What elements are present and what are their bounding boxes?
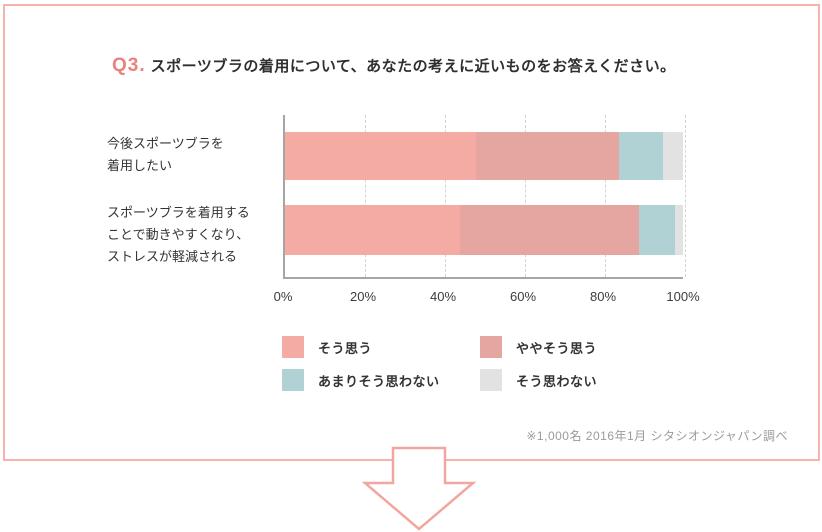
x-axis-tick: 40% — [429, 289, 457, 304]
gridline-80 — [605, 115, 606, 277]
legend-label: そう思う — [318, 340, 373, 356]
legend-item: そう思わない — [480, 369, 678, 391]
bar-segment — [675, 205, 683, 255]
stacked-bar-row-1 — [285, 205, 683, 255]
x-axis-tick: 80% — [589, 289, 617, 304]
bar-segment — [460, 205, 640, 255]
legend-label: ややそう思う — [516, 340, 598, 356]
legend-item: ややそう思う — [480, 336, 678, 358]
legend: そう思う ややそう思うあまりそう思わない そう思わない — [282, 336, 678, 391]
question-number: Q3. — [112, 55, 146, 76]
legend-label: あまりそう思わない — [318, 373, 440, 389]
bar-segment — [285, 205, 461, 255]
bar-segment — [619, 132, 664, 180]
survey-result-card: Q3. スポーツブラの着用について、あなたの考えに近いものをお答えください。 今後… — [3, 4, 820, 461]
x-axis-tick: 0% — [273, 289, 293, 304]
gridline-100 — [685, 115, 686, 277]
survey-footnote: ※1,000名 2016年1月 シタシオンジャパン調べ — [526, 429, 788, 443]
gridline-60 — [525, 115, 526, 277]
x-axis-tick: 100% — [666, 289, 700, 304]
bar-segment — [663, 132, 683, 180]
bar-segment — [476, 132, 620, 180]
bar-segment — [639, 205, 676, 255]
legend-swatch — [282, 369, 304, 391]
category-label-stress-relief: スポーツブラを着用する ことで動きやすくなり、 ストレスが軽減される — [107, 205, 250, 264]
legend-item: あまりそう思わない — [282, 369, 480, 391]
stacked-bar-row-0 — [285, 132, 683, 180]
bar-segment — [285, 132, 477, 180]
chart-plot — [283, 115, 686, 279]
legend-item: そう思う — [282, 336, 480, 358]
legend-swatch — [480, 369, 502, 391]
legend-label: そう思わない — [516, 373, 598, 389]
x-axis: 0% 20% 40% 60% 80% 100% — [274, 289, 700, 309]
gridline-40 — [445, 115, 446, 277]
x-axis-tick: 20% — [349, 289, 377, 304]
category-label-future-intent: 今後スポーツブラを 着用したい — [107, 136, 224, 173]
x-axis-tick: 60% — [509, 289, 537, 304]
question-text: スポーツブラの着用について、あなたの考えに近いものをお答えください。 — [150, 58, 676, 75]
legend-swatch — [282, 336, 304, 358]
question-title: Q3. スポーツブラの着用について、あなたの考えに近いものをお答えください。 — [112, 55, 676, 77]
legend-swatch — [480, 336, 502, 358]
down-arrow-icon — [361, 446, 477, 531]
gridline-20 — [365, 115, 366, 277]
